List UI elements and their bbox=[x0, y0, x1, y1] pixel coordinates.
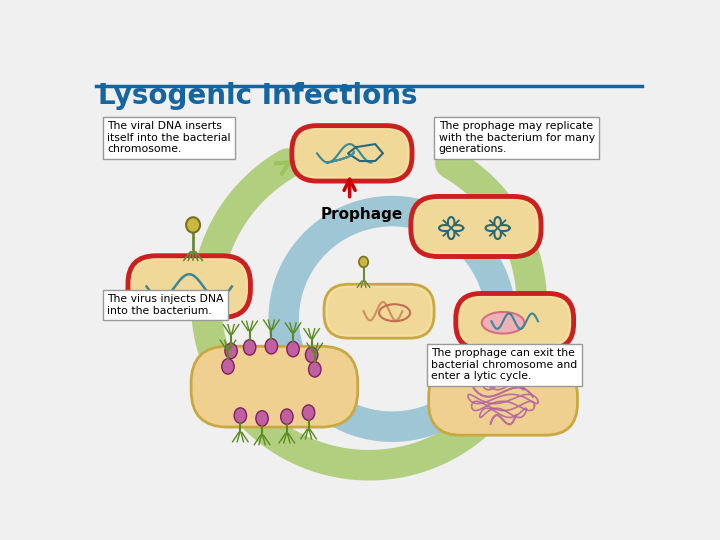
Ellipse shape bbox=[222, 359, 234, 374]
Ellipse shape bbox=[225, 343, 238, 359]
FancyBboxPatch shape bbox=[128, 256, 251, 318]
Text: The prophage may replicate
with the bacterium for many
generations.: The prophage may replicate with the bact… bbox=[438, 121, 595, 154]
FancyBboxPatch shape bbox=[411, 197, 541, 256]
Ellipse shape bbox=[305, 347, 318, 362]
FancyBboxPatch shape bbox=[415, 201, 536, 252]
Ellipse shape bbox=[482, 312, 524, 334]
FancyBboxPatch shape bbox=[297, 130, 408, 177]
Ellipse shape bbox=[302, 405, 315, 420]
Text: Lysogenic Infections: Lysogenic Infections bbox=[98, 82, 418, 110]
FancyBboxPatch shape bbox=[456, 294, 574, 349]
FancyBboxPatch shape bbox=[191, 346, 358, 427]
Ellipse shape bbox=[281, 409, 293, 424]
Text: The virus injects DNA
into the bacterium.: The virus injects DNA into the bacterium… bbox=[107, 294, 224, 316]
Ellipse shape bbox=[256, 411, 269, 426]
FancyBboxPatch shape bbox=[292, 126, 412, 181]
FancyBboxPatch shape bbox=[428, 364, 577, 435]
Ellipse shape bbox=[243, 340, 256, 355]
Text: Prophage: Prophage bbox=[320, 207, 402, 222]
Ellipse shape bbox=[265, 339, 277, 354]
Ellipse shape bbox=[234, 408, 246, 423]
FancyBboxPatch shape bbox=[461, 298, 569, 345]
Ellipse shape bbox=[359, 256, 368, 267]
FancyBboxPatch shape bbox=[328, 288, 431, 334]
FancyBboxPatch shape bbox=[132, 260, 246, 313]
Ellipse shape bbox=[287, 341, 300, 357]
FancyBboxPatch shape bbox=[324, 284, 434, 338]
Text: The prophage can exit the
bacterial chromosome and
enter a lytic cycle.: The prophage can exit the bacterial chro… bbox=[431, 348, 577, 381]
Ellipse shape bbox=[186, 217, 200, 233]
Ellipse shape bbox=[309, 362, 321, 377]
Text: The viral DNA inserts
itself into the bacterial
chromosome.: The viral DNA inserts itself into the ba… bbox=[107, 121, 230, 154]
